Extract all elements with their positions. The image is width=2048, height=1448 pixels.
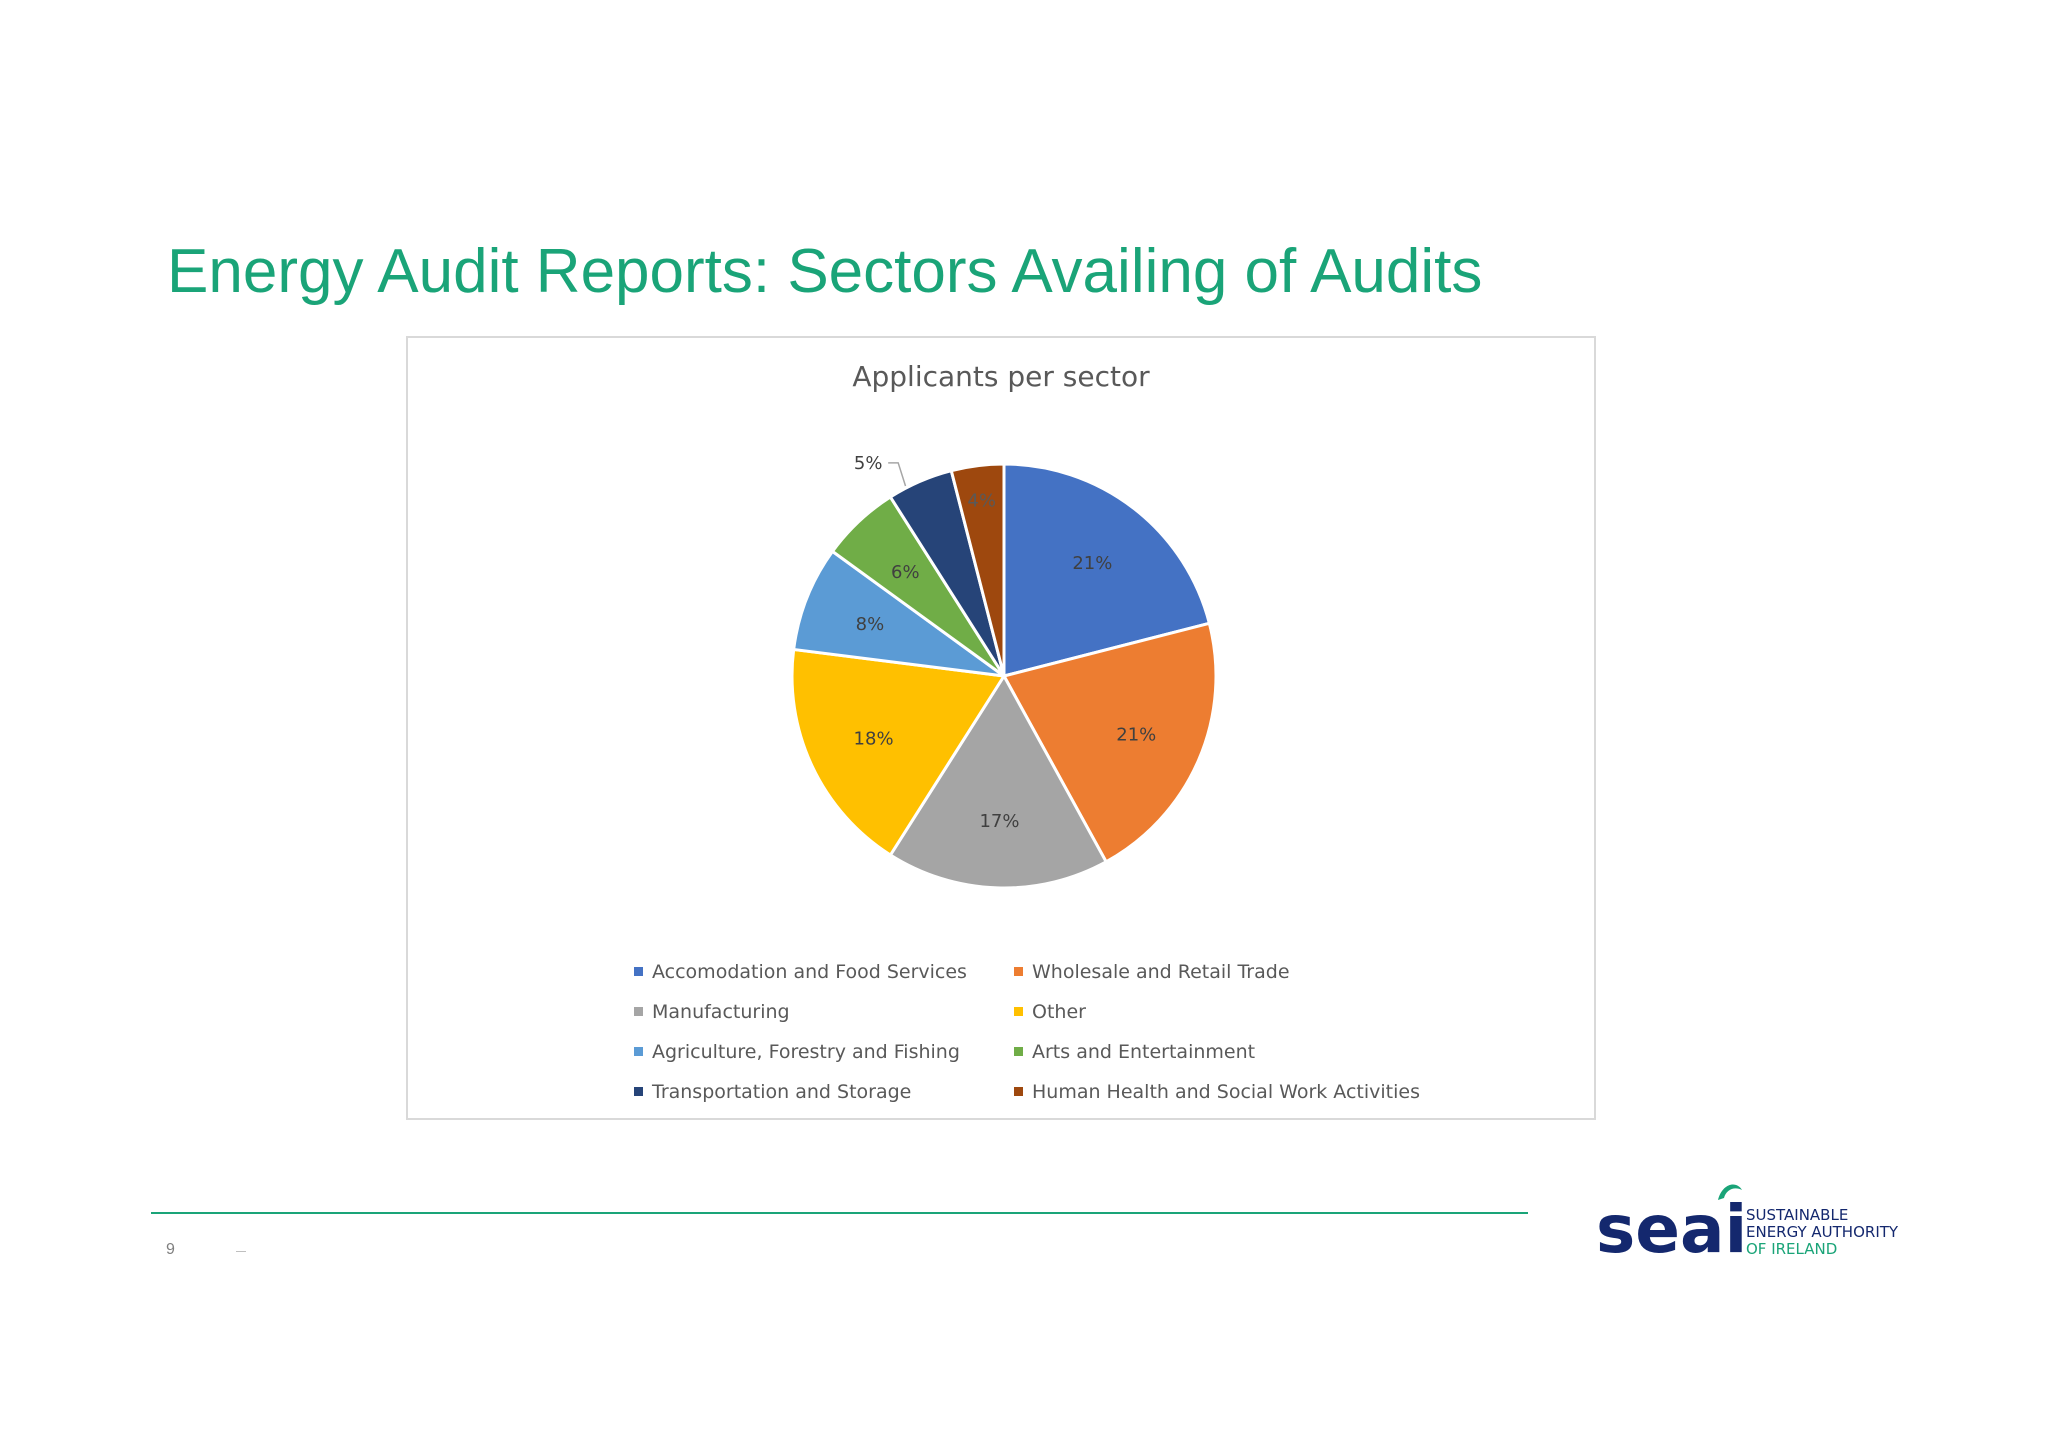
pie-slice-agriculture-forestry-and-fishing (791, 549, 1005, 678)
data-label-manufacturing: 17% (979, 811, 1019, 832)
logo-line3: OF IRELAND (1746, 1240, 1837, 1258)
footer-dash (236, 1251, 246, 1252)
data-label-arts-and-entertainment: 6% (891, 562, 920, 583)
data-label-wholesale-and-retail-trade: 21% (1116, 724, 1156, 745)
legend-swatch (1014, 967, 1023, 976)
chart-legend: Accomodation and Food Services Wholesale … (634, 958, 1494, 1105)
legend-label: Manufacturing (652, 1000, 790, 1023)
seai-logo: seai SUSTAINABLE ENERGY AUTHORITY OF IRE… (1596, 1184, 1899, 1262)
legend-swatch (634, 967, 643, 976)
data-label-human-health-and-social-work-activities: 4% (967, 490, 996, 511)
legend-item-agriculture-forestry-and-fishing: Agriculture, Forestry and Fishing (634, 1038, 1014, 1065)
legend-item-manufacturing: Manufacturing (634, 998, 1014, 1025)
legend-swatch (634, 1087, 643, 1096)
data-label-other: 18% (854, 728, 894, 749)
legend-swatch (1014, 1047, 1023, 1056)
legend-item-other: Other (1014, 998, 1474, 1025)
pie-slice-accomodation-and-food-services (1002, 462, 1212, 678)
legend-swatch (634, 1007, 643, 1016)
pie-chart: 21% 21% 17% 18% 8% 6% 5% 4% (790, 453, 1218, 890)
footer-divider (151, 1212, 1528, 1214)
legend-swatch (1014, 1087, 1023, 1096)
data-label-transportation-and-storage: 5% (854, 453, 883, 474)
data-label-agriculture-forestry-and-fishing: 8% (856, 614, 885, 635)
legend-item-arts-and-entertainment: Arts and Entertainment (1014, 1038, 1474, 1065)
legend-item-transportation-and-storage: Transportation and Storage (634, 1078, 1014, 1105)
legend-label: Human Health and Social Work Activities (1032, 1080, 1420, 1103)
data-label-accomodation-and-food-services: 21% (1072, 553, 1112, 574)
legend-label: Arts and Entertainment (1032, 1040, 1256, 1063)
page-number: 9 (166, 1241, 175, 1258)
legend-item-human-health-and-social-work-activities: Human Health and Social Work Activities (1014, 1078, 1474, 1105)
legend-label: Wholesale and Retail Trade (1032, 960, 1290, 983)
chart-title: Applicants per sector (852, 360, 1150, 393)
slide-title: Energy Audit Reports: Sectors Availing o… (167, 237, 1483, 306)
legend-swatch (634, 1047, 643, 1056)
legend-label: Transportation and Storage (652, 1080, 912, 1103)
legend-item-accomodation-and-food-services: Accomodation and Food Services (634, 958, 1014, 985)
logo-wordmark: seai (1596, 1191, 1747, 1262)
pie-slice-other (790, 647, 1007, 858)
pie-slice-manufacturing (888, 673, 1109, 890)
legend-label: Other (1032, 1000, 1086, 1023)
legend-label: Accomodation and Food Services (652, 960, 967, 983)
chart-area: Applicants per sector 21% 21% 17% 18% 8% 6% 5%… (406, 336, 1596, 1120)
logo-swoosh (1718, 1184, 1742, 1200)
legend-label: Agriculture, Forestry and Fishing (652, 1040, 960, 1063)
logo-line2: ENERGY AUTHORITY (1746, 1223, 1899, 1241)
legend-item-wholesale-and-retail-trade: Wholesale and Retail Trade (1014, 958, 1474, 985)
pie-slice-wholesale-and-retail-trade (1001, 621, 1218, 864)
legend-swatch (1014, 1007, 1023, 1016)
pie-slice-human-health-and-social-work-activities (949, 462, 1006, 677)
logo-line1: SUSTAINABLE (1746, 1206, 1848, 1224)
data-label-leader (888, 462, 907, 487)
